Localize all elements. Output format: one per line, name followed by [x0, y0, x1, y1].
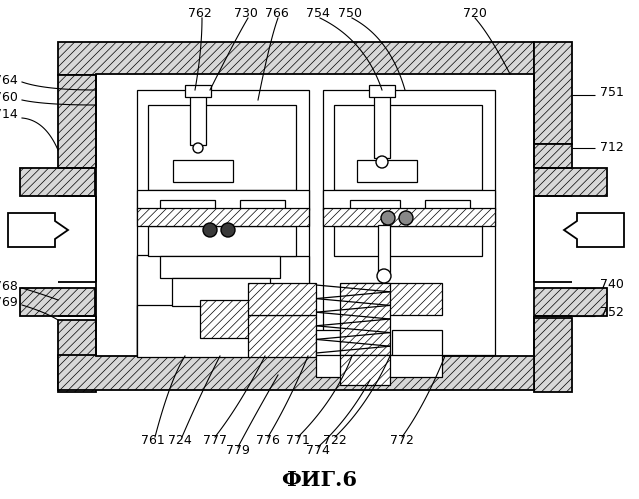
Bar	[137, 256, 309, 356]
Bar	[148, 226, 296, 256]
Bar	[334, 105, 482, 190]
Bar	[58, 355, 534, 390]
Text: 768: 768	[0, 279, 18, 292]
Text: 722: 722	[323, 434, 347, 447]
Bar	[378, 225, 390, 273]
Text: 772: 772	[390, 434, 414, 447]
Text: 724: 724	[168, 434, 192, 447]
Text: 730: 730	[234, 6, 258, 19]
Bar	[316, 355, 442, 377]
Bar	[248, 315, 316, 357]
Text: 751: 751	[600, 85, 624, 98]
Circle shape	[203, 223, 217, 237]
Bar	[148, 105, 296, 190]
Text: 720: 720	[463, 6, 487, 19]
Text: 761: 761	[141, 434, 165, 447]
Circle shape	[376, 156, 388, 168]
Circle shape	[193, 143, 203, 153]
Text: 750: 750	[338, 6, 362, 19]
Text: 714: 714	[0, 107, 18, 120]
Bar	[534, 318, 572, 392]
Text: 760: 760	[0, 90, 18, 103]
Text: 752: 752	[600, 306, 624, 319]
Bar	[248, 283, 316, 315]
Polygon shape	[137, 190, 309, 210]
Text: 779: 779	[226, 444, 250, 457]
Polygon shape	[323, 190, 495, 210]
Bar	[190, 90, 206, 145]
Bar	[374, 90, 390, 158]
Text: 771: 771	[286, 434, 310, 447]
Bar	[340, 355, 390, 385]
Bar	[58, 42, 534, 75]
Text: 762: 762	[188, 6, 212, 19]
Text: 712: 712	[600, 141, 624, 154]
Circle shape	[381, 211, 395, 225]
Bar	[334, 226, 482, 256]
Bar	[340, 283, 390, 355]
Bar	[323, 90, 495, 355]
Text: 774: 774	[306, 444, 330, 457]
Bar	[185, 85, 211, 97]
Text: 766: 766	[265, 6, 289, 19]
Bar	[20, 288, 95, 316]
Bar	[172, 278, 270, 306]
Polygon shape	[8, 213, 68, 247]
Bar	[316, 330, 340, 357]
Bar	[172, 306, 270, 356]
Bar	[357, 160, 417, 182]
Bar	[533, 288, 607, 316]
Bar	[392, 330, 442, 357]
Text: 769: 769	[0, 296, 18, 309]
Bar	[369, 85, 395, 97]
Circle shape	[377, 269, 391, 283]
Text: ФИГ.6: ФИГ.6	[281, 470, 357, 490]
Bar	[58, 320, 96, 392]
Bar	[173, 160, 233, 182]
Bar	[137, 90, 309, 355]
Bar	[58, 75, 96, 175]
Bar	[200, 300, 268, 338]
Text: 754: 754	[306, 6, 330, 19]
Bar	[20, 168, 95, 196]
Circle shape	[221, 223, 235, 237]
Text: 764: 764	[0, 73, 18, 86]
Bar	[137, 208, 309, 226]
Text: 776: 776	[256, 434, 280, 447]
Bar	[533, 168, 607, 196]
Bar	[352, 283, 442, 315]
Polygon shape	[564, 213, 624, 247]
Bar	[96, 74, 534, 356]
Text: 740: 740	[600, 278, 624, 291]
Bar	[137, 305, 249, 357]
Bar	[323, 208, 495, 226]
Bar	[534, 144, 572, 195]
Text: 777: 777	[203, 434, 227, 447]
Bar	[534, 42, 572, 144]
Bar	[137, 255, 249, 355]
Bar	[160, 256, 280, 278]
Circle shape	[399, 211, 413, 225]
